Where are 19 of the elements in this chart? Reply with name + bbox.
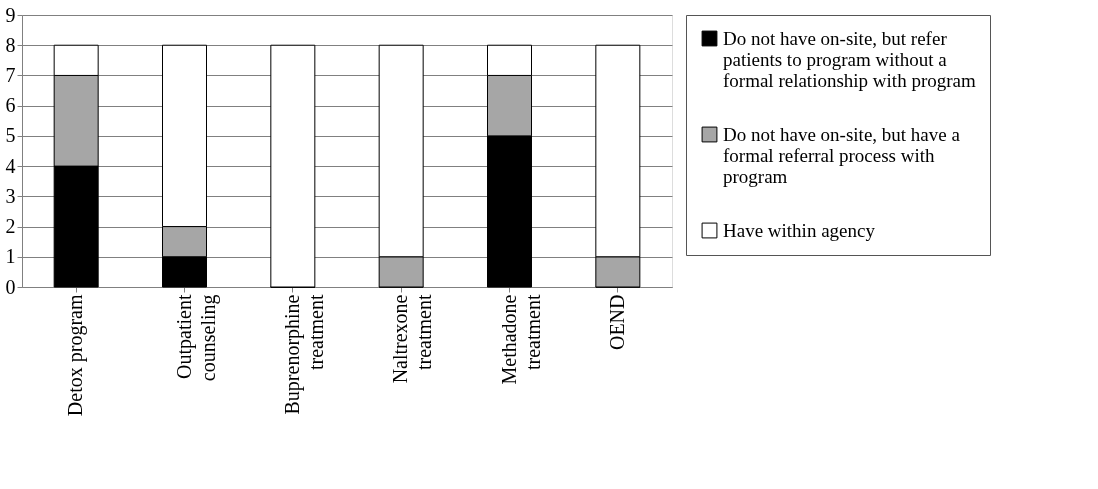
y-tick-label: 1: [5, 245, 16, 268]
y-tick-label: 7: [5, 63, 16, 86]
legend-label: Have within agency: [723, 219, 876, 241]
x-tick-label: Detox program: [64, 294, 88, 417]
x-tick-label: Naltrexone treatment: [389, 294, 436, 384]
x-tick-label: OEND: [605, 294, 628, 351]
y-tick-label: 3: [5, 184, 16, 207]
y-tick-label: 2: [5, 215, 16, 238]
x-tick-label: Methadone treatment: [497, 294, 544, 385]
y-tick-label: 4: [5, 154, 16, 177]
x-tick-label: Buprenorphine treatment: [280, 294, 327, 415]
y-tick-label: 5: [5, 124, 16, 147]
legend-label: Do not have on-site, but refer patients to program without a formal relationship with program: [723, 27, 976, 91]
y-tick-label: 9: [5, 3, 16, 26]
x-tick-label: Outpatient counseling: [172, 294, 220, 382]
y-tick-label: 6: [5, 94, 16, 117]
y-tick-label: 8: [5, 33, 16, 56]
y-tick-label: 0: [5, 275, 16, 298]
legend-label: Do not have on-site, but have a formal referral process with program: [723, 123, 961, 187]
